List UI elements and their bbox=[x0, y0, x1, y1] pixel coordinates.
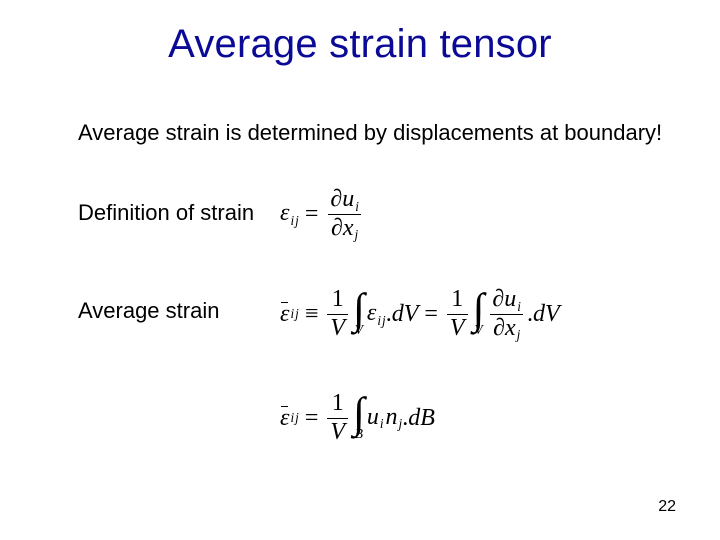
intro-text: Average strain is determined by displace… bbox=[78, 120, 662, 146]
average-label: Average strain bbox=[78, 298, 219, 324]
page-number: 22 bbox=[658, 498, 676, 516]
definition-label: Definition of strain bbox=[78, 200, 254, 226]
formula-average-volume: εij ≡ 1 V ∫V εij . dV = 1 V ∫V ∂ui ∂xj .… bbox=[280, 286, 560, 343]
slide: Average strain tensor Average strain is … bbox=[0, 0, 720, 540]
slide-title: Average strain tensor bbox=[0, 22, 720, 67]
formula-average-boundary: εij = 1 V ∫B ui nj . dB bbox=[280, 390, 435, 446]
formula-definition: εij = ∂ui ∂xj bbox=[280, 186, 365, 243]
